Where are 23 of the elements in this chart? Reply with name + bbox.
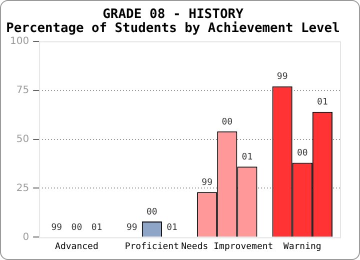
y-tick-label: 25 (16, 182, 30, 194)
series-label: 01 (242, 152, 253, 163)
chart-subtitle: Percentage of Students by Achievement Level (6, 20, 340, 36)
text: 01 (317, 98, 328, 108)
text: 00 (296, 148, 308, 159)
x-tick-label: Needs Improvement (181, 242, 274, 252)
y-tick-label: 100 (10, 36, 30, 47)
y-tick-label: 0 (22, 232, 30, 243)
y-tick-label: 50 (16, 134, 30, 145)
x-tick-label: Advanced (55, 242, 98, 252)
y-tick-label: 75 (16, 84, 30, 96)
text: 00 (146, 207, 158, 218)
text: 01 (166, 223, 178, 234)
text: 99 (126, 223, 138, 234)
text: 00 (71, 223, 82, 234)
text: 99 (51, 223, 62, 234)
chart-title: GRADE 08 - HISTORY (102, 7, 244, 22)
text: 01 (91, 223, 102, 234)
text: 99 (202, 178, 213, 188)
x-tick-label: Warning (283, 242, 322, 252)
series-label: 00 (222, 117, 233, 128)
x-tick-label: Proficient (124, 242, 180, 252)
series-label: 99 (276, 72, 288, 82)
